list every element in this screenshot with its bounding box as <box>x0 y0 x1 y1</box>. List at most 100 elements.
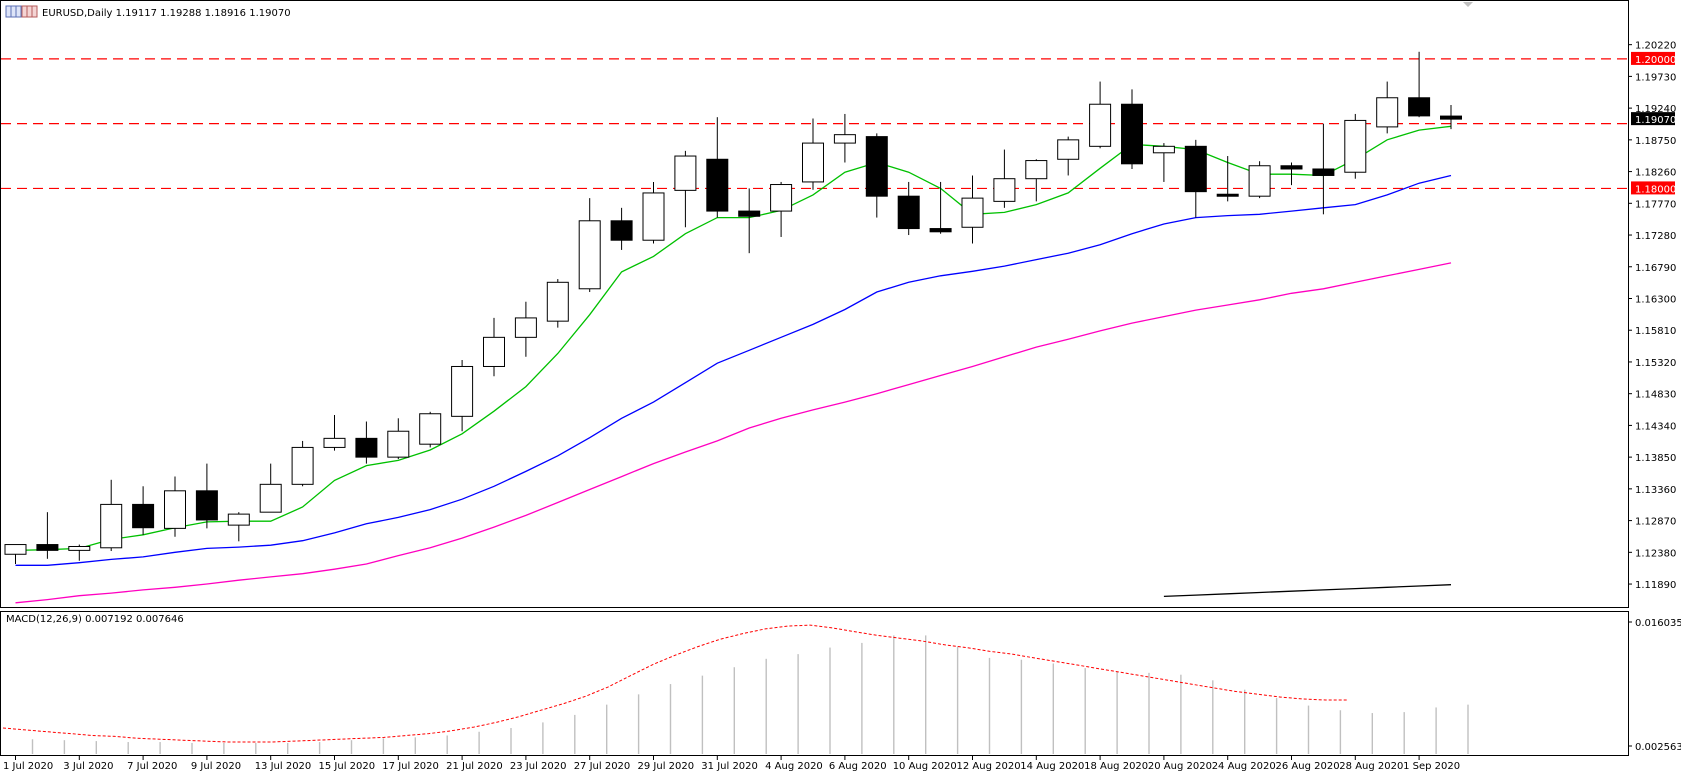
macd-layer: 0.016035 0.002563 <box>2 618 1681 754</box>
candle[interactable] <box>770 181 793 237</box>
candle[interactable] <box>993 149 1016 208</box>
candle[interactable] <box>1152 143 1175 182</box>
candle[interactable] <box>642 181 665 244</box>
candle[interactable] <box>4 544 27 564</box>
date-tick-label: 10 Aug 2020 <box>893 761 957 772</box>
candle[interactable] <box>227 512 250 542</box>
date-tick-label: 4 Aug 2020 <box>765 761 823 772</box>
ma-fast-line[interactable] <box>15 125 1452 552</box>
candle[interactable] <box>738 188 761 254</box>
macd-header: MACD(12,26,9) 0.007192 0.007646 <box>6 614 184 625</box>
candle-body-bear <box>706 158 729 212</box>
candle[interactable] <box>259 463 282 513</box>
candle[interactable] <box>419 411 442 448</box>
candle[interactable] <box>1089 81 1112 149</box>
candle[interactable] <box>195 463 218 529</box>
candle[interactable] <box>1248 161 1271 199</box>
candle-body-bear <box>1440 115 1462 120</box>
macd-signal-line[interactable] <box>2 624 1348 743</box>
candle-body-bull <box>993 178 1016 202</box>
candle-body-bull <box>227 513 250 526</box>
ma-slow-line[interactable] <box>15 262 1452 604</box>
candle-body-bull <box>323 437 346 448</box>
candle[interactable] <box>1280 162 1303 186</box>
candle-body-bear <box>1121 103 1143 165</box>
candle-body-bear <box>132 503 155 529</box>
scroll-marker-icon[interactable] <box>1463 2 1473 7</box>
main-pane-frame <box>0 0 1629 608</box>
candle-body-bull <box>483 336 505 367</box>
price-tick-label: 1.14830 <box>1635 390 1676 401</box>
date-tick-label: 31 Jul 2020 <box>701 761 758 772</box>
price-tick-label: 1.12380 <box>1635 548 1676 559</box>
price-tick-label: 1.19240 <box>1635 104 1676 115</box>
candle-body-bull <box>674 155 697 191</box>
candle-body-bull <box>1152 145 1175 154</box>
price-tick-label: 1.11890 <box>1635 580 1676 591</box>
candle[interactable] <box>1344 113 1367 179</box>
candle-body-bear <box>1312 168 1335 176</box>
date-tick-label: 7 Jul 2020 <box>127 761 177 772</box>
candle-body-bear <box>610 220 633 241</box>
candle-body-bear <box>738 210 761 217</box>
candle-body-bull <box>961 197 984 228</box>
candle[interactable] <box>1216 156 1239 202</box>
candle-body-bull <box>546 281 569 322</box>
hline-price-tag <box>1631 51 1675 65</box>
candle[interactable] <box>578 198 601 293</box>
candle[interactable] <box>36 512 59 559</box>
candle[interactable] <box>865 133 888 218</box>
ma-mid-line[interactable] <box>15 174 1452 566</box>
candle[interactable] <box>291 440 314 487</box>
price-tick-label: 1.18260 <box>1635 168 1676 179</box>
candle[interactable] <box>451 360 474 432</box>
candle[interactable] <box>802 118 824 190</box>
macd-tick-label: 0.016035 <box>1635 618 1681 629</box>
candle[interactable] <box>546 279 569 328</box>
candle[interactable] <box>1312 123 1335 215</box>
candle[interactable] <box>100 479 123 552</box>
candle-body-bull <box>1248 165 1271 197</box>
candle[interactable] <box>1440 105 1462 130</box>
candle[interactable] <box>1057 136 1080 176</box>
candle[interactable] <box>1408 51 1431 118</box>
candle[interactable] <box>514 301 537 357</box>
price-tick-label: 1.15810 <box>1635 326 1676 337</box>
candle[interactable] <box>164 476 186 537</box>
date-tick-label: 6 Aug 2020 <box>829 761 887 772</box>
symbol-icon[interactable] <box>5 5 38 18</box>
price-tick-label: 1.13360 <box>1635 485 1676 496</box>
candle[interactable] <box>483 317 505 377</box>
candle-body-bull <box>578 220 601 290</box>
price-tick-label: 1.12870 <box>1635 517 1676 528</box>
candle[interactable] <box>323 415 346 451</box>
ma-long-line[interactable] <box>1163 584 1452 598</box>
date-tick-label: 17 Jul 2020 <box>382 761 439 772</box>
hline-price-tag <box>1631 181 1675 195</box>
candle-body-bull <box>802 142 824 183</box>
candle[interactable] <box>674 150 697 228</box>
candle[interactable] <box>1184 139 1207 218</box>
candle-body-bull <box>1344 119 1367 173</box>
candle-body-bull <box>291 446 314 485</box>
candle[interactable] <box>897 181 920 236</box>
candle[interactable] <box>68 544 91 561</box>
candle-body-bull <box>451 365 474 417</box>
candle[interactable] <box>1121 89 1143 169</box>
candle[interactable] <box>706 117 729 218</box>
candle[interactable] <box>610 207 633 250</box>
candles-layer <box>4 51 1462 564</box>
candle[interactable] <box>387 418 410 460</box>
candle[interactable] <box>132 486 155 535</box>
candle[interactable] <box>355 421 378 464</box>
candle[interactable] <box>929 181 952 234</box>
candle[interactable] <box>1376 81 1399 134</box>
price-tick-label: 1.16790 <box>1635 263 1676 274</box>
moving-averages-layer <box>15 125 1452 604</box>
date-tick-label: 20 Aug 2020 <box>1148 761 1212 772</box>
candle[interactable] <box>961 175 984 244</box>
candle[interactable] <box>833 113 856 163</box>
candle[interactable] <box>1025 159 1048 202</box>
candle-body-bull <box>100 503 123 549</box>
